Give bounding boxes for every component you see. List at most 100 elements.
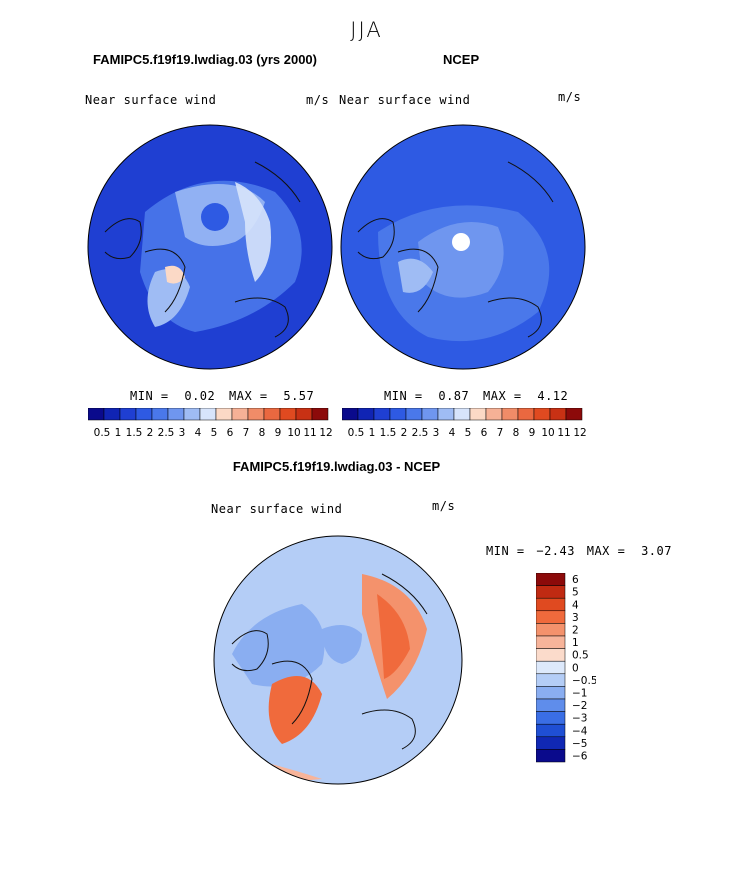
obs-colorbar-tick-label: 7 xyxy=(497,427,504,439)
diff-min-value: −2.43 xyxy=(536,544,575,558)
model-colorbar-tick-label: 11 xyxy=(303,427,316,439)
model-units-label: m/s xyxy=(306,93,330,107)
obs-colorbar-swatch xyxy=(437,408,455,421)
diff-colorbar-swatch xyxy=(536,723,566,738)
diff-colorbar-swatch xyxy=(536,736,566,750)
diff-colorbar-swatch xyxy=(536,711,566,725)
obs-colorbar-swatch xyxy=(421,408,439,421)
obs-panel-title: NCEP xyxy=(443,52,480,67)
obs-units-label: m/s xyxy=(558,90,582,104)
model-panel-title: FAMIPC5.f19f19.lwdiag.03 (yrs 2000) xyxy=(93,52,317,67)
obs-variable-label: Near surface wind xyxy=(339,93,471,107)
diff-colorbar-tick-label: 6 xyxy=(572,574,579,586)
obs-colorbar-swatch xyxy=(533,408,551,421)
model-colorbar-tick-label: 7 xyxy=(243,427,250,439)
model-min-max: MIN = 0.02 MAX = 5.57 xyxy=(130,389,314,403)
model-colorbar-swatch xyxy=(103,408,121,421)
model-colorbar-swatch xyxy=(151,408,169,421)
diff-colorbar-swatch xyxy=(536,648,566,662)
diff-max-label: MAX = xyxy=(586,544,626,558)
model-field-band-5 xyxy=(165,265,185,284)
model-colorbar-swatch xyxy=(247,408,265,421)
model-colorbar-swatch xyxy=(135,408,153,421)
diff-colorbar-swatch xyxy=(536,749,566,763)
diff-min-label: MIN = xyxy=(486,544,525,558)
obs-max-value: 4.12 xyxy=(537,389,569,403)
obs-colorbar-swatch xyxy=(453,408,471,421)
diff-colorbar-swatch xyxy=(536,698,566,712)
diff-colorbar-swatch xyxy=(536,597,566,612)
obs-colorbar-tick-label: 6 xyxy=(481,427,488,439)
model-colorbar-swatch xyxy=(199,408,217,421)
model-colorbar-tick-label: 1 xyxy=(115,427,122,439)
model-polar-map xyxy=(87,124,333,370)
diff-colorbar-tick-label: −1 xyxy=(572,688,587,700)
obs-colorbar-swatch xyxy=(389,408,407,421)
obs-colorbar-swatch xyxy=(501,408,519,421)
obs-colorbar-tick-label: 2 xyxy=(401,427,408,439)
diff-colorbar-tick-label: −3 xyxy=(572,713,587,725)
model-max-label: MAX = xyxy=(229,389,268,403)
obs-colorbar-tick-label: 9 xyxy=(529,427,536,439)
model-colorbar-swatch xyxy=(88,408,105,421)
model-min-value: 0.02 xyxy=(184,389,216,403)
model-colorbar-tick-label: 12 xyxy=(319,427,332,439)
diff-colorbar-swatch xyxy=(536,585,566,599)
obs-colorbar-swatch xyxy=(485,408,503,421)
obs-colorbar-tick-label: 11 xyxy=(557,427,570,439)
model-colorbar-tick-label: 3 xyxy=(179,427,186,439)
model-colorbar-tick-label: 2 xyxy=(147,427,154,439)
obs-colorbar-swatch xyxy=(469,408,487,421)
obs-max-label: MAX = xyxy=(483,389,522,403)
diff-colorbar-swatch xyxy=(536,623,566,637)
obs-colorbar-tick-label: 8 xyxy=(513,427,520,439)
diff-colorbar-tick-label: −0.5 xyxy=(572,675,596,687)
diff-max-value: 3.07 xyxy=(641,544,672,558)
model-colorbar-swatch xyxy=(167,408,185,421)
diff-colorbar-tick-label: −4 xyxy=(572,725,588,737)
model-colorbar-tick-label: 0.5 xyxy=(94,427,111,439)
diff-colorbar-tick-label: −6 xyxy=(572,751,588,763)
model-max-value: 5.57 xyxy=(283,389,315,403)
diff-neg-region-2 xyxy=(322,625,362,664)
obs-colorbar-swatch xyxy=(373,408,391,421)
obs-colorbar-tick-label: 1.5 xyxy=(380,427,397,439)
obs-missing-pole xyxy=(452,233,470,251)
diff-colorbar-swatch xyxy=(536,610,566,624)
diff-colorbar-tick-label: −2 xyxy=(572,700,587,712)
obs-colorbar-tick-label: 4 xyxy=(449,427,456,439)
obs-colorbar-swatch xyxy=(517,408,535,421)
model-colorbar-tick-label: 10 xyxy=(287,427,300,439)
diff-variable-label: Near surface wind xyxy=(211,502,343,516)
diff-colorbar-swatch xyxy=(536,686,566,700)
obs-field-band-2 xyxy=(418,222,504,298)
page-title: JJA xyxy=(350,18,383,42)
obs-colorbar-tick-label: 1 xyxy=(369,427,376,439)
model-variable-label: Near surface wind xyxy=(85,93,217,107)
model-colorbar-swatch xyxy=(295,408,313,421)
diff-neg-region-1 xyxy=(232,604,325,687)
model-colorbar-swatch xyxy=(279,408,297,421)
model-field-band-4 xyxy=(147,269,190,327)
diff-colorbar-swatch xyxy=(536,635,566,649)
obs-colorbar-tick-label: 5 xyxy=(465,427,472,439)
obs-colorbar-swatch xyxy=(565,408,583,421)
diff-colorbar-tick-label: 0 xyxy=(572,662,579,674)
model-colorbar-tick-label: 6 xyxy=(227,427,234,439)
diff-colorbar-tick-label: 5 xyxy=(572,587,579,599)
diff-polar-map xyxy=(213,535,463,785)
model-colorbar-swatch xyxy=(311,408,329,421)
model-colorbar-tick-label: 5 xyxy=(211,427,218,439)
diff-pos-region-2 xyxy=(377,594,410,679)
diff-colorbar-tick-label: −5 xyxy=(572,738,587,750)
model-colorbar-tick-label: 8 xyxy=(259,427,266,439)
diff-colorbar-tick-label: 4 xyxy=(572,599,579,611)
diff-colorbar-swatch xyxy=(536,673,566,687)
obs-min-label: MIN = xyxy=(384,389,423,403)
obs-min-value: 0.87 xyxy=(438,389,470,403)
model-colorbar-swatch xyxy=(119,408,137,421)
obs-field-band-3 xyxy=(398,258,433,293)
model-min-label: MIN = xyxy=(130,389,169,403)
diff-min-max: MIN = −2.43 MAX = 3.07 xyxy=(486,544,672,558)
